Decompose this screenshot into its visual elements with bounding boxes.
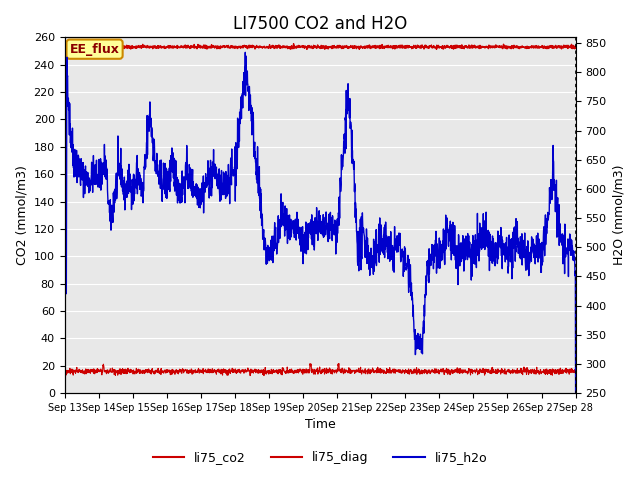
li75_co2: [290, 41, 298, 47]
li75_co2: [463, 44, 471, 49]
li75_diag: [572, 368, 579, 373]
li75_co2: [67, 47, 75, 52]
li75_co2: [310, 42, 317, 48]
li75_diag: [310, 370, 317, 375]
li75_h2o: [463, 241, 471, 247]
li75_co2: [557, 43, 565, 49]
li75_h2o: [310, 232, 317, 238]
li75_co2: [557, 45, 565, 50]
li75_co2: [572, 43, 579, 48]
Title: LI7500 CO2 and H2O: LI7500 CO2 and H2O: [233, 15, 407, 33]
li75_diag: [557, 367, 565, 373]
li75_diag: [463, 371, 471, 377]
li75_co2: [61, 45, 68, 50]
Text: EE_flux: EE_flux: [70, 43, 120, 56]
li75_h2o: [296, 224, 303, 230]
X-axis label: Time: Time: [305, 419, 335, 432]
Y-axis label: CO2 (mmol/m3): CO2 (mmol/m3): [15, 165, 28, 265]
li75_diag: [296, 367, 303, 372]
li75_h2o: [61, 40, 69, 46]
li75_h2o: [61, 49, 68, 55]
Line: li75_co2: li75_co2: [65, 44, 575, 49]
Y-axis label: H2O (mmol/m3): H2O (mmol/m3): [612, 165, 625, 265]
li75_diag: [87, 370, 95, 375]
li75_co2: [296, 45, 304, 50]
li75_h2o: [87, 182, 95, 188]
li75_diag: [335, 360, 342, 366]
li75_h2o: [572, 390, 579, 396]
Line: li75_h2o: li75_h2o: [65, 43, 575, 393]
Line: li75_diag: li75_diag: [65, 363, 575, 375]
Legend: li75_co2, li75_diag, li75_h2o: li75_co2, li75_diag, li75_h2o: [148, 446, 492, 469]
li75_diag: [557, 368, 565, 374]
li75_h2o: [557, 238, 564, 244]
li75_co2: [87, 45, 95, 50]
li75_h2o: [557, 233, 565, 239]
li75_diag: [61, 368, 68, 373]
li75_diag: [260, 372, 268, 378]
